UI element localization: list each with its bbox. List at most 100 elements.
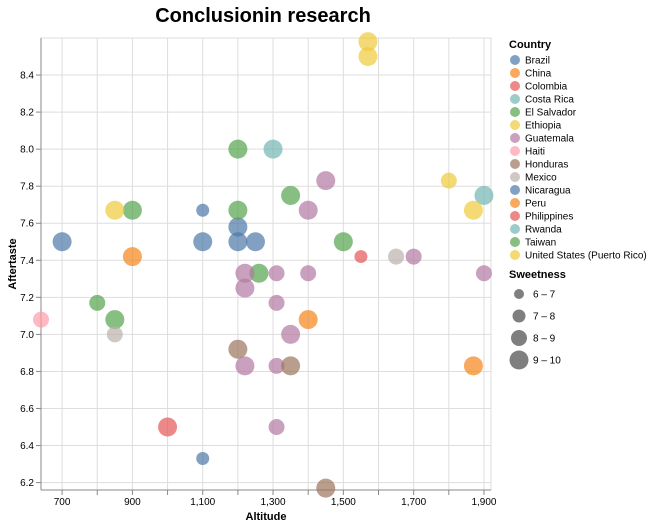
data-point (235, 278, 255, 298)
legend-color-swatch (510, 94, 520, 104)
legend-color-label: Peru (525, 199, 546, 210)
data-point (298, 200, 318, 220)
data-point (196, 203, 210, 217)
data-point (106, 326, 123, 343)
data-point (105, 200, 125, 220)
legend-color-label: Colombia (525, 82, 568, 93)
data-point (440, 172, 457, 189)
legend-color-swatch (510, 133, 520, 143)
chart-title: Conclusionin research (155, 5, 371, 27)
y-tick-label: 8.4 (20, 71, 34, 82)
legend-color-label: Brazil (525, 56, 550, 67)
data-point (228, 139, 248, 159)
legend-color-swatch (510, 224, 520, 234)
legend-color-label: Costa Rica (525, 95, 574, 106)
data-point (228, 200, 248, 220)
data-points (33, 32, 494, 498)
x-tick-label: 700 (54, 497, 71, 508)
data-point (228, 217, 248, 237)
legend-color-label: United States (Puerto Rico) (525, 251, 647, 262)
data-point (249, 263, 269, 283)
grid (40, 37, 492, 491)
data-point (245, 232, 265, 252)
y-tick-label: 7.4 (20, 256, 34, 267)
y-tick-label: 6.8 (20, 367, 34, 378)
legend-color-label: Rwanda (525, 225, 562, 236)
data-point (388, 248, 405, 265)
legend-color-label: Honduras (525, 160, 568, 171)
y-axis-title: Aftertaste (7, 238, 19, 289)
legend-color-swatch (510, 250, 520, 260)
legend-color-label: Taiwan (525, 238, 556, 249)
y-tick-label: 7.6 (20, 219, 34, 230)
data-point (263, 139, 283, 159)
legend-size-label: 7 – 8 (533, 312, 556, 323)
legend-color-label: Guatemala (525, 134, 574, 145)
data-point (122, 247, 142, 267)
y-tick-label: 6.4 (20, 441, 34, 452)
data-point (281, 185, 301, 205)
data-point (89, 294, 106, 311)
data-point (193, 232, 213, 252)
data-point (228, 232, 248, 252)
data-point (463, 356, 483, 376)
data-point (474, 185, 494, 205)
y-tick-label: 8.0 (20, 145, 34, 156)
y-tick-label: 6.6 (20, 404, 34, 415)
color-legend-items: Brazil China Colombia Costa Rica El Salvador… (510, 55, 647, 262)
x-axis-title: Altitude (246, 511, 287, 523)
x-tick-label: 1,700 (401, 497, 426, 508)
x-tick-label: 1,100 (190, 497, 215, 508)
data-point (298, 310, 318, 330)
y-tick-label: 6.2 (20, 478, 34, 489)
data-point (196, 452, 210, 466)
data-point (158, 417, 178, 437)
legend-color-swatch (510, 107, 520, 117)
x-tick-label: 1,300 (261, 497, 286, 508)
y-tick-label: 8.2 (20, 108, 34, 119)
legend-color-swatch (510, 172, 520, 182)
x-tick-label: 1,500 (331, 497, 356, 508)
size-legend-title: Sweetness (509, 269, 566, 281)
y-tick-label: 7.8 (20, 182, 34, 193)
color-legend-title: Country (509, 39, 552, 51)
data-point (475, 265, 492, 282)
legend-size-swatch (511, 330, 527, 346)
data-point (33, 311, 49, 328)
legend-color-swatch (510, 55, 520, 65)
legend-color-label: Ethiopia (525, 121, 562, 132)
data-point (235, 263, 255, 283)
legend-color-label: El Salvador (525, 108, 577, 119)
legend-color-swatch (510, 185, 520, 195)
x-tick-label: 1,900 (471, 497, 496, 508)
data-point (358, 47, 378, 67)
data-point (105, 310, 125, 330)
legend-size-swatch (509, 350, 529, 370)
legend-color-swatch (510, 81, 520, 91)
data-point (268, 294, 285, 311)
data-point (316, 478, 336, 498)
axes: 700 900 1,100 1,300 1,500 1,700 1,900 6.2 6.4 6.6… (20, 38, 497, 508)
legend-color-swatch (510, 120, 520, 130)
plot-frame (40, 37, 492, 491)
legend-color-label: Haiti (525, 147, 545, 158)
data-point (463, 200, 483, 220)
data-point (405, 248, 422, 265)
data-point (300, 265, 317, 282)
data-point (281, 356, 301, 376)
legend-color-swatch (510, 237, 520, 247)
legend: Country Brazil China Colombia Costa Rica El … (509, 39, 647, 370)
legend-color-swatch (510, 159, 520, 169)
x-tick-label: 900 (124, 497, 141, 508)
legend-color-label: Nicaragua (525, 186, 571, 197)
legend-color-label: Philippines (525, 212, 573, 223)
data-point (358, 32, 378, 52)
data-point (316, 171, 336, 191)
size-legend-items: 6 – 7 7 – 8 8 – 9 9 – 10 (509, 289, 561, 370)
data-point (52, 232, 72, 252)
legend-color-label: China (525, 69, 552, 80)
data-point (268, 265, 285, 282)
legend-color-swatch (510, 146, 520, 156)
